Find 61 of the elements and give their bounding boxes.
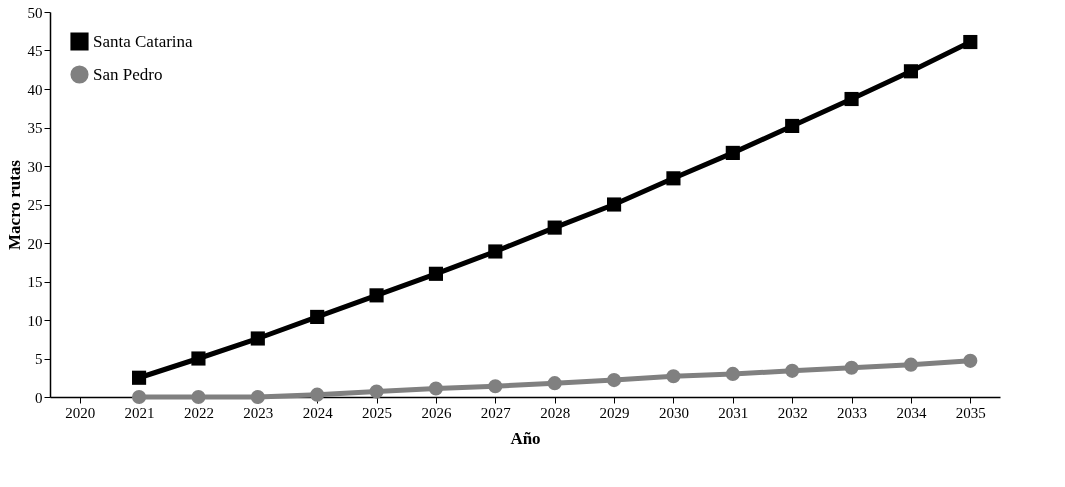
y-tick-label: 40 (27, 81, 43, 98)
y-tick-label: 0 (35, 389, 43, 406)
y-tick-label: 20 (27, 235, 43, 252)
point (606, 197, 622, 212)
y-tick-label: 45 (27, 43, 43, 59)
point (666, 369, 681, 384)
point (250, 389, 265, 405)
legend-label: San Pedro (93, 64, 163, 84)
x-tick-label: 2021 (124, 404, 155, 421)
point (369, 384, 384, 399)
point (428, 266, 444, 281)
x-tick-label: 2030 (658, 404, 689, 421)
x-axis-title: Año (510, 428, 541, 448)
point (903, 357, 919, 372)
point (903, 64, 919, 79)
x-tick-label: 2023 (243, 404, 274, 421)
point (131, 370, 147, 385)
y-tick-label: 25 (27, 197, 43, 213)
point (369, 288, 384, 303)
x-tick-label: 2029 (599, 404, 630, 421)
x-tick-label: 2024 (302, 404, 334, 421)
point (250, 331, 265, 346)
point (191, 351, 206, 366)
y-tick-label: 15 (27, 274, 43, 290)
point (725, 366, 740, 381)
point (488, 379, 503, 394)
point (785, 363, 800, 378)
x-tick-label: 2027 (480, 404, 512, 421)
legend-label: Santa Catarina (93, 31, 194, 51)
y-axis-title: Macro rutas (4, 159, 24, 250)
x-tick-label: 2032 (777, 404, 808, 421)
x-tick-label: 2033 (837, 404, 868, 421)
point (725, 145, 740, 160)
x-tick-label: 2020 (65, 404, 96, 421)
point (844, 91, 859, 107)
point (844, 360, 859, 375)
point (191, 389, 206, 405)
point (606, 373, 622, 388)
point (785, 118, 800, 134)
x-tick-label: 2022 (183, 404, 214, 421)
x-tick-label: 2026 (421, 404, 452, 421)
y-tick-label: 30 (27, 158, 43, 175)
y-tick-label: 35 (27, 120, 43, 136)
point (131, 389, 147, 405)
point (963, 353, 978, 368)
point (310, 387, 325, 402)
y-tick-label: 50 (27, 4, 43, 21)
point (547, 220, 562, 235)
x-tick-label: 2035 (955, 404, 986, 421)
point (963, 34, 978, 50)
point (547, 376, 562, 391)
x-tick-label: 2034 (896, 404, 927, 421)
point (666, 171, 681, 186)
point (488, 244, 503, 259)
x-tick-label: 2025 (362, 404, 393, 421)
point (310, 309, 325, 324)
point (428, 381, 444, 396)
x-tick-label: 2031 (718, 404, 749, 421)
y-tick-label: 10 (27, 312, 43, 329)
x-tick-label: 2028 (540, 404, 571, 421)
y-tick-label: 5 (35, 351, 43, 367)
